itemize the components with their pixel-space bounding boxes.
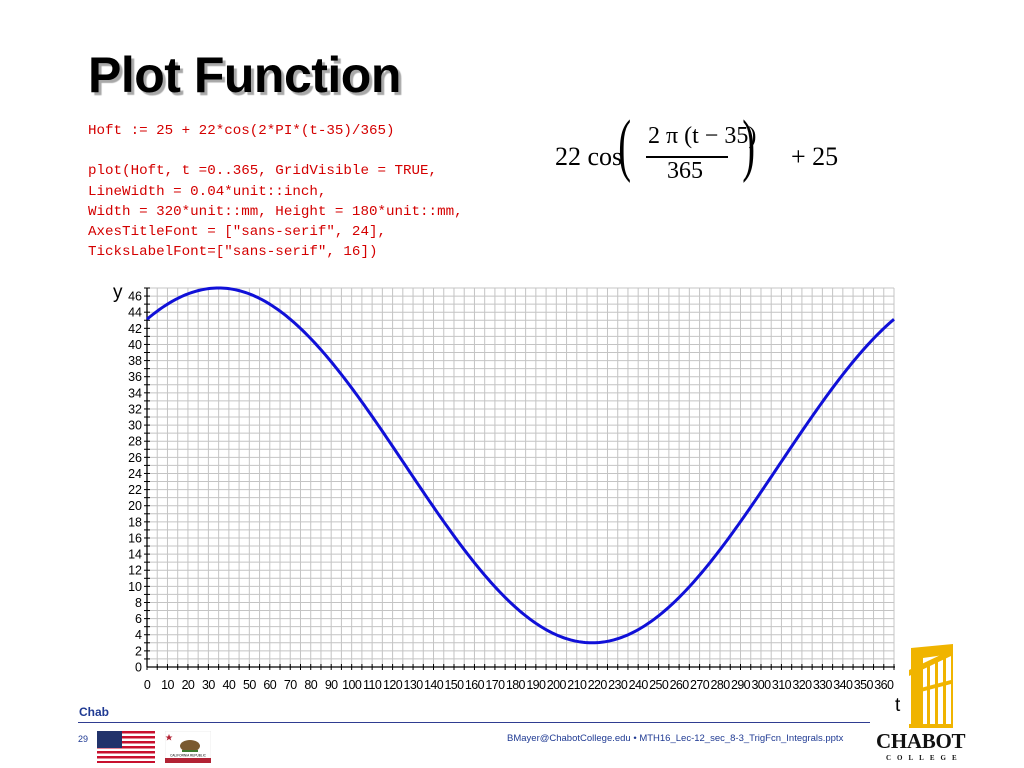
chabot-logo-icon xyxy=(909,644,953,728)
formula-tail: + 25 xyxy=(791,142,839,171)
y-tick-label: 26 xyxy=(128,451,142,465)
y-tick-label: 28 xyxy=(128,435,142,449)
code-line: plot(Hoft, t =0..365, GridVisible = TRUE… xyxy=(88,163,438,180)
x-tick-label: 120 xyxy=(383,678,403,692)
x-tick-label: 260 xyxy=(670,678,690,692)
x-tick-label: 100 xyxy=(342,678,362,692)
x-tick-label: 70 xyxy=(284,678,297,692)
tick-labels: 0 10 20 30 40 50 60 70 80 90 100 110 120 130 140 150 160… xyxy=(128,290,894,692)
x-tick-label: 350 xyxy=(854,678,874,692)
code-line: LineWidth = 0.04*unit::inch, xyxy=(88,183,327,200)
x-tick-label: 310 xyxy=(772,678,792,692)
x-tick-label: 210 xyxy=(567,678,587,692)
x-tick-label: 10 xyxy=(161,678,174,692)
chabot-footer-label: Chab xyxy=(79,705,109,719)
x-tick-label: 220 xyxy=(588,678,608,692)
y-tick-label: 18 xyxy=(128,515,142,529)
x-tick-label: 290 xyxy=(731,678,751,692)
y-tick-label: 12 xyxy=(128,564,142,578)
x-tick-label: 190 xyxy=(526,678,546,692)
x-tick-label: 0 xyxy=(144,678,151,692)
x-tick-label: 270 xyxy=(690,678,710,692)
ca-flag-text: CALIFORNIA REPUBLIC xyxy=(170,754,206,758)
y-tick-label: 46 xyxy=(128,290,142,304)
x-tick-label: 240 xyxy=(629,678,649,692)
x-axis-title: t xyxy=(895,695,901,716)
y-tick-label: 22 xyxy=(128,483,142,497)
y-axis-title: y xyxy=(113,282,123,303)
x-tick-label: 230 xyxy=(608,678,628,692)
y-tick-label: 44 xyxy=(128,306,142,320)
y-tick-label: 32 xyxy=(128,402,142,416)
y-tick-label: 16 xyxy=(128,531,142,545)
x-tick-label: 30 xyxy=(202,678,215,692)
x-tick-label: 90 xyxy=(325,678,338,692)
y-tick-label: 38 xyxy=(128,354,142,368)
x-tick-label: 360 xyxy=(874,678,894,692)
footer-divider xyxy=(78,722,870,723)
footer-text: BMayer@ChabotCollege.edu • MTH16_Lec-12_… xyxy=(507,733,844,744)
formula-right-paren: ) xyxy=(742,107,756,184)
y-tick-label: 0 xyxy=(135,661,142,675)
logo-wordmark: CHABOT xyxy=(876,729,966,753)
x-tick-label: 180 xyxy=(506,678,526,692)
code-block: Hoft := 25 + 22*cos(2*PI*(t-35)/365) plo… xyxy=(88,121,463,262)
x-tick-label: 40 xyxy=(223,678,236,692)
x-tick-label: 160 xyxy=(465,678,485,692)
y-tick-label: 8 xyxy=(135,596,142,610)
code-line: TicksLabelFont=["sans-serif", 16]) xyxy=(88,244,378,261)
y-tick-label: 14 xyxy=(128,548,142,562)
x-tick-label: 170 xyxy=(485,678,505,692)
y-tick-label: 24 xyxy=(128,467,142,481)
slide-title: Plot Function xyxy=(88,47,401,103)
us-flag-icon xyxy=(97,731,155,763)
formula-left-paren: ( xyxy=(618,107,632,184)
y-tick-label: 20 xyxy=(128,499,142,513)
page-number: 29 xyxy=(78,734,89,744)
california-flag-icon: CALIFORNIA REPUBLIC xyxy=(165,731,211,763)
formula-fraction-bar xyxy=(646,156,728,158)
x-tick-label: 110 xyxy=(363,678,382,692)
y-tick-label: 30 xyxy=(128,419,142,433)
x-tick-label: 60 xyxy=(263,678,276,692)
y-tick-label: 2 xyxy=(135,644,142,658)
x-tick-label: 50 xyxy=(243,678,256,692)
y-tick-label: 42 xyxy=(128,322,142,336)
x-tick-label: 20 xyxy=(182,678,195,692)
x-tick-label: 330 xyxy=(813,678,833,692)
y-tick-label: 40 xyxy=(128,338,142,352)
formula-coef: 22 cos xyxy=(555,142,623,171)
x-tick-label: 320 xyxy=(792,678,812,692)
y-tick-label: 36 xyxy=(128,370,142,384)
code-line: Width = 320*unit::mm, Height = 180*unit:… xyxy=(88,203,463,220)
code-line: Hoft := 25 + 22*cos(2*PI*(t-35)/365) xyxy=(88,123,395,139)
code-line: AxesTitleFont = ["sans-serif", 24], xyxy=(88,224,386,241)
formula-denominator: 365 xyxy=(667,158,703,184)
x-tick-label: 80 xyxy=(304,678,317,692)
formula: 22 cos ( 2 π (t − 35) 365 ) + 25 xyxy=(555,107,855,192)
x-tick-label: 280 xyxy=(711,678,731,692)
y-tick-label: 34 xyxy=(128,386,142,400)
y-tick-label: 6 xyxy=(135,612,142,626)
x-tick-label: 150 xyxy=(444,678,464,692)
x-tick-label: 340 xyxy=(833,678,853,692)
formula-numerator: 2 π (t − 35) xyxy=(648,123,757,149)
y-tick-label: 4 xyxy=(135,628,142,642)
x-tick-label: 250 xyxy=(649,678,669,692)
logo-subtext: COLLEGE xyxy=(886,754,963,762)
function-curve xyxy=(146,286,895,645)
x-tick-label: 140 xyxy=(424,678,444,692)
x-tick-label: 200 xyxy=(547,678,567,692)
x-tick-label: 300 xyxy=(751,678,771,692)
y-tick-label: 10 xyxy=(128,580,142,594)
x-tick-label: 130 xyxy=(404,678,424,692)
